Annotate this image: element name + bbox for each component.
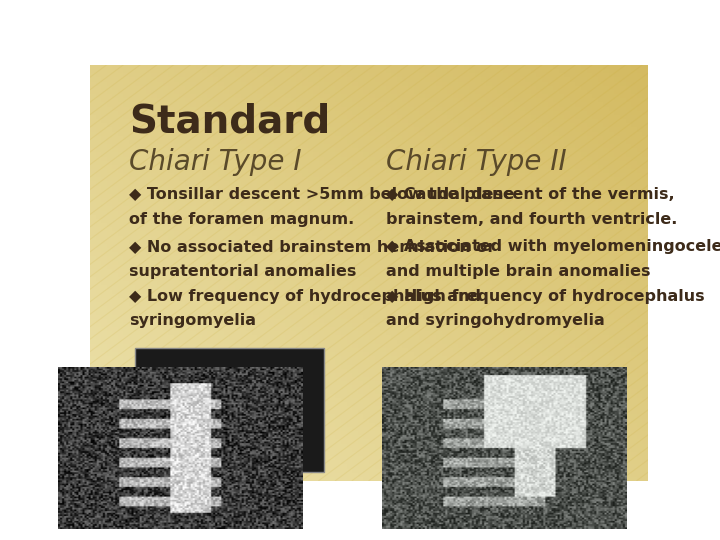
Text: ◆ High frequency of hydrocephalus: ◆ High frequency of hydrocephalus	[386, 289, 704, 305]
Text: Standard: Standard	[129, 102, 330, 140]
Text: ◆ Caudal descent of the vermis,: ◆ Caudal descent of the vermis,	[386, 187, 675, 202]
Text: and syringohydromyelia: and syringohydromyelia	[386, 313, 605, 328]
Text: brainstem, and fourth ventricle.: brainstem, and fourth ventricle.	[386, 212, 677, 227]
Text: ◆ No associated brainstem herniation or: ◆ No associated brainstem herniation or	[129, 239, 495, 254]
Text: ◆ Low frequency of hydrocephalus and: ◆ Low frequency of hydrocephalus and	[129, 289, 481, 305]
Text: supratentorial anomalies: supratentorial anomalies	[129, 264, 356, 279]
Text: Chiari Type II: Chiari Type II	[386, 148, 567, 176]
Text: ◆ Associated with myelomeningocele: ◆ Associated with myelomeningocele	[386, 239, 720, 254]
Text: and multiple brain anomalies: and multiple brain anomalies	[386, 264, 650, 279]
Text: syringomyelia: syringomyelia	[129, 313, 256, 328]
Text: ◆ Tonsillar descent >5mm below the plane: ◆ Tonsillar descent >5mm below the plane	[129, 187, 514, 202]
Text: Chiari Type I: Chiari Type I	[129, 148, 302, 176]
FancyBboxPatch shape	[135, 348, 324, 472]
Text: of the foramen magnum.: of the foramen magnum.	[129, 212, 354, 227]
